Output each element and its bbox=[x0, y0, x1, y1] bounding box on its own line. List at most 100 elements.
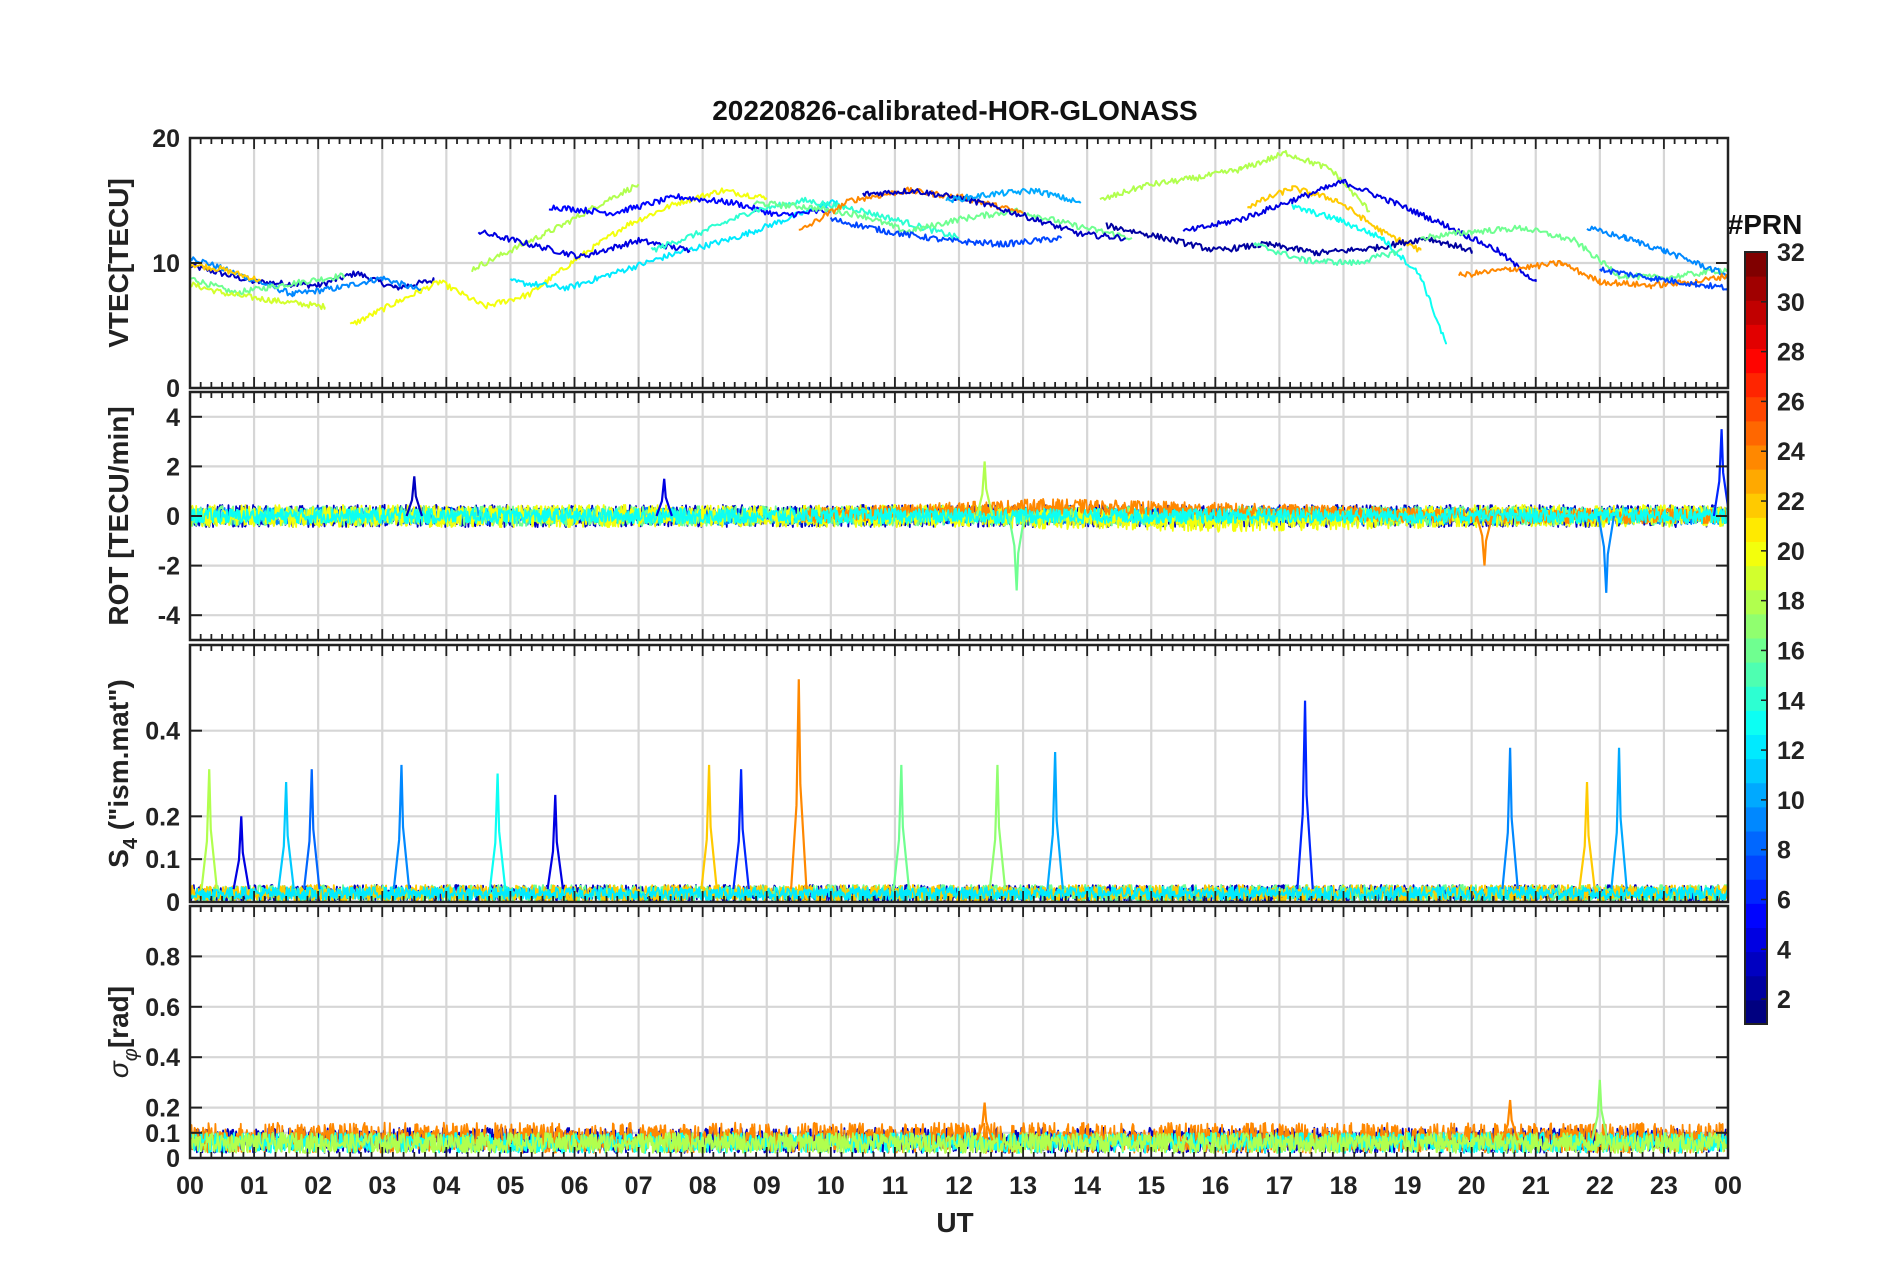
colorbar-cell bbox=[1745, 613, 1767, 639]
colorbar-title: #PRN bbox=[1728, 209, 1803, 240]
series-line-prn-13 bbox=[1291, 203, 1447, 345]
colorbar-tick-label: 4 bbox=[1777, 936, 1791, 964]
y-tick-label: 0.4 bbox=[145, 718, 180, 746]
y-tick-label: 0.1 bbox=[145, 1120, 180, 1148]
x-tick-label: 04 bbox=[432, 1172, 460, 1200]
x-tick-label: 07 bbox=[625, 1172, 653, 1200]
spike-prn-3 bbox=[405, 476, 424, 517]
colorbar-cell bbox=[1745, 493, 1767, 518]
panel-s4: 0 0.1 0.2 0.4S4 ("ism.mat") bbox=[103, 643, 1730, 917]
series-group bbox=[190, 429, 1728, 593]
y-tick-label: 2 bbox=[166, 453, 180, 481]
x-tick-label: 05 bbox=[497, 1172, 525, 1200]
series-line-prn-16 bbox=[1419, 224, 1728, 282]
x-tick-label: 22 bbox=[1586, 1172, 1614, 1200]
x-tick-label: 00 bbox=[176, 1172, 204, 1200]
colorbar-cell bbox=[1745, 927, 1767, 953]
y-axis-label-s4: S4 ("ism.mat") bbox=[103, 679, 142, 868]
spike-prn-18 bbox=[975, 461, 994, 517]
series-line-prn-24 bbox=[1458, 260, 1728, 290]
series-line-prn-16 bbox=[753, 200, 1133, 241]
x-tick-label: 16 bbox=[1201, 1172, 1229, 1200]
panel-sigma_phi: 00.10.2 0.4 0.6 0.8σφ[rad] bbox=[103, 904, 1730, 1173]
x-tick-label: 01 bbox=[240, 1172, 268, 1200]
x-tick-label: 13 bbox=[1009, 1172, 1037, 1200]
y-tick-label: 20 bbox=[152, 125, 180, 153]
colorbar-cell bbox=[1745, 710, 1767, 735]
colorbar-cell bbox=[1745, 517, 1767, 542]
x-tick-label: 11 bbox=[882, 1172, 909, 1200]
series-line-prn-13 bbox=[190, 507, 1728, 525]
colorbar-tick-label: 6 bbox=[1777, 886, 1791, 914]
series-line-prn-22 bbox=[1246, 185, 1422, 253]
x-tick-label: 18 bbox=[1330, 1172, 1358, 1200]
colorbar-tick-label: 2 bbox=[1777, 986, 1791, 1014]
x-tick-label: 15 bbox=[1137, 1172, 1165, 1200]
series-line-prn-14 bbox=[650, 196, 960, 253]
panel-rot: -4 -2 0 2 4 ROT [TECU/min] bbox=[103, 390, 1730, 642]
colorbar-tick-label: 14 bbox=[1777, 687, 1805, 715]
y-tick-label: 0 bbox=[166, 503, 180, 531]
panel-vtec: 0 10 20 VTEC[TECU] bbox=[103, 125, 1730, 403]
y-tick-label: -4 bbox=[158, 602, 180, 630]
y-tick-label: 0.4 bbox=[145, 1044, 180, 1072]
colorbar-cell bbox=[1745, 806, 1767, 832]
series-line-prn-20 bbox=[349, 187, 768, 326]
x-tick-label: 06 bbox=[561, 1172, 589, 1200]
colorbar-cell bbox=[1745, 951, 1767, 977]
x-tick-label: 21 bbox=[1522, 1172, 1550, 1200]
spike-prn-18 bbox=[200, 769, 219, 890]
spike-prn-9 bbox=[1501, 747, 1519, 890]
x-tick-label: 19 bbox=[1394, 1172, 1422, 1200]
y-tick-label: 0 bbox=[166, 375, 180, 403]
colorbar-frame bbox=[1744, 251, 1768, 1025]
series-line-prn-16 bbox=[190, 272, 345, 297]
spike-prn-17 bbox=[1591, 1079, 1609, 1141]
colorbar-cell bbox=[1745, 903, 1767, 928]
spike-prn-24 bbox=[1475, 515, 1494, 566]
colorbar-cell bbox=[1745, 758, 1767, 784]
colorbar-tick-label: 30 bbox=[1777, 289, 1805, 317]
x-tick-label: 02 bbox=[304, 1172, 332, 1200]
series-line-prn-15 bbox=[1253, 242, 1403, 266]
colorbar-tick-label: 26 bbox=[1777, 388, 1805, 416]
y-axis-label-vtec: VTEC[TECU] bbox=[103, 178, 134, 348]
y-tick-label: 0.2 bbox=[145, 803, 180, 831]
y-tick-label: -2 bbox=[158, 553, 180, 581]
spike-prn-24 bbox=[1501, 1099, 1519, 1141]
colorbar-tick-label: 22 bbox=[1777, 488, 1805, 516]
colorbar-cell bbox=[1745, 662, 1767, 687]
x-tick-label: 09 bbox=[753, 1172, 781, 1200]
colorbar-cell bbox=[1745, 324, 1767, 349]
colorbar-cell bbox=[1745, 999, 1767, 1025]
colorbar-cell bbox=[1745, 469, 1767, 494]
series-line-prn-3 bbox=[862, 187, 1127, 242]
x-tick-label: 14 bbox=[1073, 1172, 1101, 1200]
series-line-prn-4 bbox=[1182, 178, 1537, 282]
colorbar-cell bbox=[1745, 348, 1767, 374]
y-tick-label: 0.8 bbox=[145, 943, 180, 971]
spike-prn-10 bbox=[1046, 752, 1064, 890]
colorbar-cell bbox=[1745, 879, 1767, 904]
colorbar-cell bbox=[1745, 686, 1767, 711]
y-axis-label-rot: ROT [TECU/min] bbox=[103, 406, 134, 625]
spike-prn-4 bbox=[546, 794, 565, 890]
colorbar-tick-label: 12 bbox=[1777, 737, 1805, 765]
series-line-prn-4 bbox=[477, 229, 691, 260]
series-line-prn-7 bbox=[1599, 266, 1728, 291]
y-tick-label: 0.6 bbox=[145, 994, 180, 1022]
spike-prn-6 bbox=[1712, 429, 1728, 517]
x-tick-label: 00 bbox=[1714, 1172, 1742, 1200]
series-line-prn-9 bbox=[1586, 225, 1728, 279]
spike-prn-24 bbox=[790, 679, 808, 890]
y-tick-label: 0.1 bbox=[145, 846, 180, 874]
spike-prn-6 bbox=[732, 769, 750, 890]
series-line-prn-18 bbox=[471, 183, 640, 273]
y-tick-label: 10 bbox=[152, 250, 180, 278]
colorbar-cell bbox=[1745, 855, 1767, 880]
series-line-prn-22 bbox=[190, 263, 261, 283]
series-line-prn-19 bbox=[190, 281, 326, 311]
spike-prn-22 bbox=[1578, 782, 1596, 890]
colorbar-cell bbox=[1745, 372, 1767, 398]
